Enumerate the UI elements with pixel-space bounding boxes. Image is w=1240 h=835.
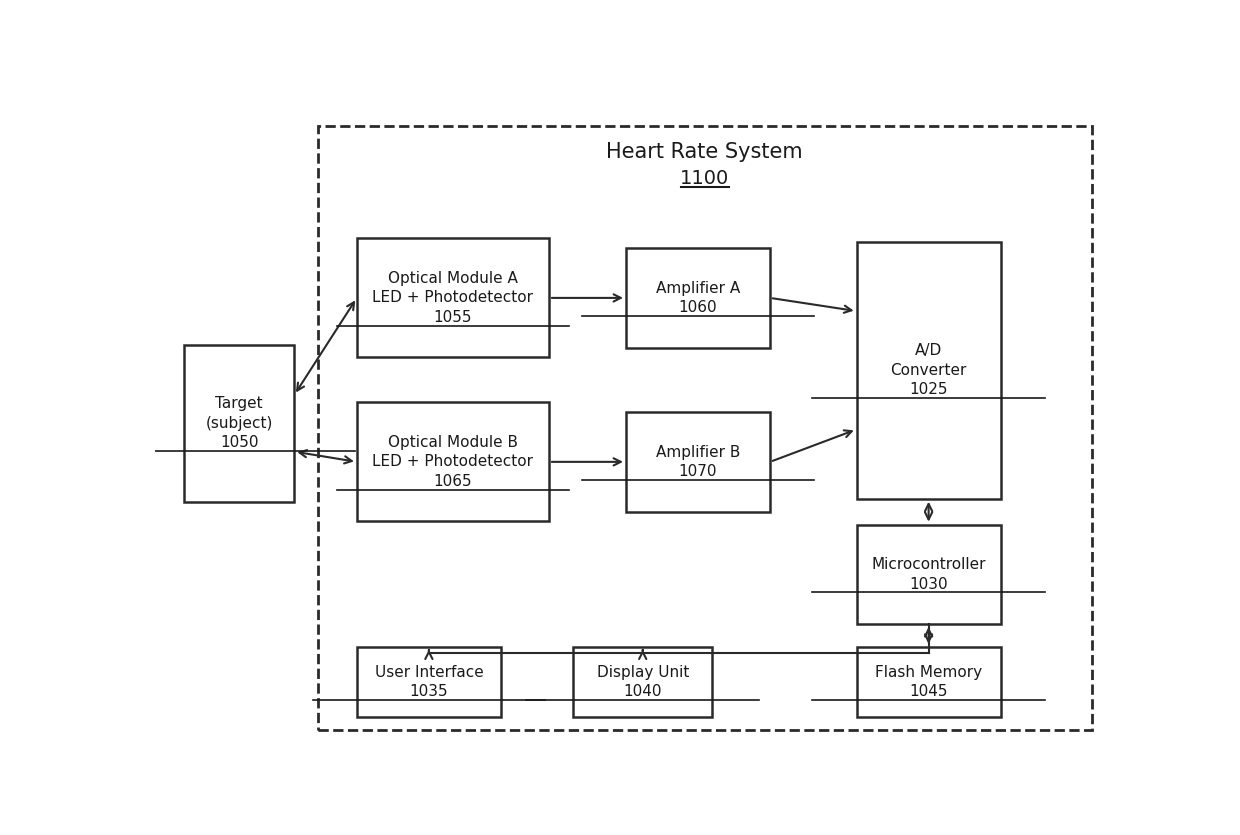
Text: 1070: 1070	[678, 464, 717, 479]
Bar	[626, 412, 770, 512]
Bar	[357, 647, 501, 717]
Text: User Interface: User Interface	[374, 665, 484, 680]
Text: 1055: 1055	[434, 310, 472, 325]
Text: Microcontroller: Microcontroller	[872, 557, 986, 572]
Text: LED + Photodetector: LED + Photodetector	[372, 291, 533, 306]
Text: Converter: Converter	[890, 362, 967, 377]
Text: 1050: 1050	[219, 435, 258, 450]
Text: Amplifier A: Amplifier A	[656, 281, 740, 296]
Text: 1030: 1030	[909, 576, 947, 591]
Text: Flash Memory: Flash Memory	[875, 665, 982, 680]
Bar	[626, 248, 770, 347]
Bar	[184, 345, 294, 502]
Text: 1100: 1100	[680, 170, 729, 188]
Text: Optical Module A: Optical Module A	[388, 271, 518, 286]
Text: 1040: 1040	[624, 684, 662, 699]
Text: 1065: 1065	[434, 473, 472, 488]
Text: Target: Target	[216, 397, 263, 412]
Text: 1035: 1035	[409, 684, 448, 699]
Bar	[357, 402, 549, 521]
Text: 1025: 1025	[909, 382, 947, 397]
Bar	[857, 241, 1001, 498]
Bar	[573, 647, 713, 717]
Text: Optical Module B: Optical Module B	[388, 435, 518, 450]
Text: Heart Rate System: Heart Rate System	[606, 142, 804, 162]
Bar	[857, 524, 1001, 625]
Text: 1060: 1060	[678, 300, 717, 315]
Text: A/D: A/D	[915, 343, 942, 358]
Text: Display Unit: Display Unit	[596, 665, 689, 680]
Bar	[357, 239, 549, 357]
Bar	[857, 647, 1001, 717]
Text: 1045: 1045	[909, 684, 947, 699]
Text: LED + Photodetector: LED + Photodetector	[372, 454, 533, 469]
Text: Amplifier B: Amplifier B	[656, 445, 740, 460]
Text: (subject): (subject)	[206, 416, 273, 431]
Bar	[319, 126, 1092, 731]
